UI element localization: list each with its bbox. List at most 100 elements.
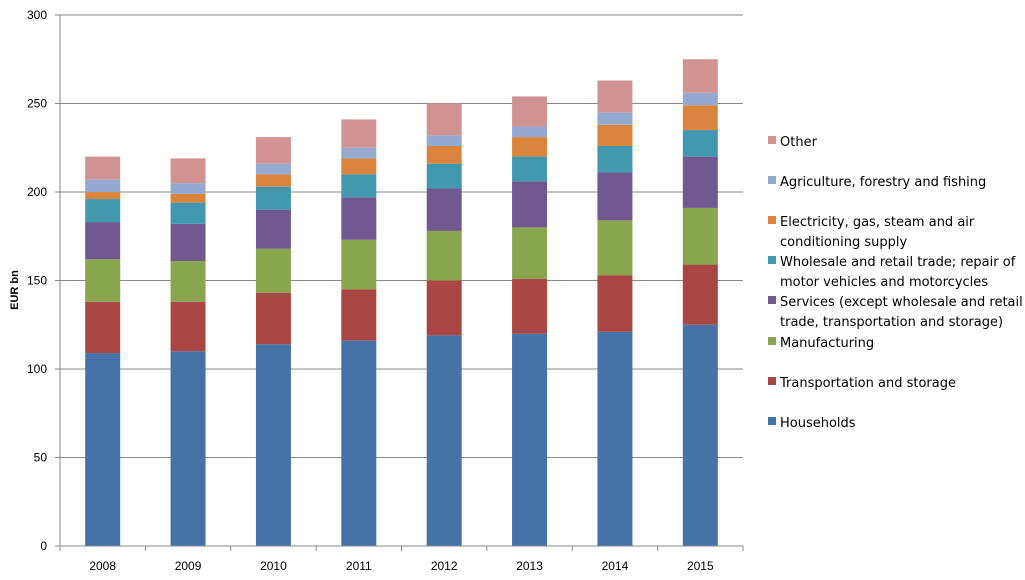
legend-swatch [768,136,776,144]
bar-segment-services-except-wholesale-and-retail-trade-transportation-and-storage-2009 [170,223,206,262]
y-tick-label: 300 [27,8,47,22]
bar-segment-manufacturing-2015 [682,207,718,265]
legend-label: Other [780,135,818,150]
bar-segment-transportation-and-storage-2008 [85,301,121,354]
bar-segment-agriculture-forestry-and-fishing-2013 [512,126,548,138]
y-tick-label: 100 [27,362,47,376]
bar-segment-electricity-gas-steam-and-air-conditioning-supply-2015 [682,105,718,131]
bar-segment-other-2010 [255,137,291,164]
bar-segment-services-except-wholesale-and-retail-trade-transportation-and-storage-2010 [255,209,291,249]
y-tick-label: 150 [27,274,47,288]
bar-segment-services-except-wholesale-and-retail-trade-transportation-and-storage-2014 [597,172,633,221]
bar-segment-transportation-and-storage-2015 [682,264,718,325]
y-tick-label: 250 [27,97,47,111]
y-tick-label: 0 [40,539,47,553]
y-tick-labels: 0 50 100 150 200 250 300 [27,8,60,553]
legend-swatch [768,176,776,184]
bar-segment-households-2008 [85,353,121,546]
bar-segment-electricity-gas-steam-and-air-conditioning-supply-2012 [426,145,462,164]
legend-label: Services (except wholesale and retail [780,295,1023,310]
x-tick-labels: 2008 2009 2010 2011 2012 2013 2014 2015 [89,559,714,573]
bar-segment-households-2010 [255,344,291,546]
bar-segment-manufacturing-2014 [597,220,633,276]
bar-segment-households-2011 [341,340,377,546]
bar-segment-manufacturing-2010 [255,248,291,293]
legend-label: Manufacturing [780,336,874,351]
legend-label: Agriculture, forestry and fishing [780,175,986,190]
bar-segment-manufacturing-2009 [170,261,206,302]
bar-segment-electricity-gas-steam-and-air-conditioning-supply-2010 [255,174,291,187]
y-tick-label: 50 [34,451,48,465]
bar-segment-wholesale-and-retail-trade-repair-of-motor-vehicles-and-motorcycles-2008 [85,199,121,223]
legend-swatch [768,296,776,304]
bar-segment-agriculture-forestry-and-fishing-2009 [170,183,206,194]
x-tick-label: 2010 [260,559,287,573]
legend: Other Agriculture, forestry and fishing El… [768,135,1023,431]
bar-segment-wholesale-and-retail-trade-repair-of-motor-vehicles-and-motorcycles-2014 [597,145,633,173]
legend-label: Wholesale and retail trade; repair of [780,255,1016,270]
bar-segment-electricity-gas-steam-and-air-conditioning-supply-2008 [85,192,121,200]
bar-segment-wholesale-and-retail-trade-repair-of-motor-vehicles-and-motorcycles-2012 [426,163,462,189]
bar-segment-agriculture-forestry-and-fishing-2011 [341,147,377,159]
x-tick-label: 2015 [687,559,714,573]
bar-segment-services-except-wholesale-and-retail-trade-transportation-and-storage-2011 [341,197,377,240]
bar-segment-manufacturing-2011 [341,239,377,290]
legend-label: Households [780,416,856,431]
bar-segment-services-except-wholesale-and-retail-trade-transportation-and-storage-2015 [682,156,718,208]
bar-segment-transportation-and-storage-2014 [597,275,633,332]
legend-swatch [768,337,776,345]
bar-segment-other-2013 [512,96,548,127]
legend-label: motor vehicles and motorcycles [780,275,988,290]
bar-segment-manufacturing-2012 [426,230,462,281]
bar-segment-other-2015 [682,59,718,93]
legend-label: trade, transportation and storage) [780,315,1003,330]
bar-segment-transportation-and-storage-2012 [426,280,462,336]
x-tick-label: 2013 [516,559,543,573]
legend-swatch [768,417,776,425]
bar-segment-households-2014 [597,331,633,546]
axes [59,15,744,551]
x-tick-label: 2008 [89,559,116,573]
legend-label: Transportation and storage [779,376,956,391]
y-axis-label: EUR bn [9,270,21,310]
bar-segment-services-except-wholesale-and-retail-trade-transportation-and-storage-2013 [512,181,548,228]
x-tick-label: 2009 [175,559,202,573]
x-tick-label: 2011 [346,559,372,573]
bar-segment-agriculture-forestry-and-fishing-2012 [426,135,462,146]
bar-segment-agriculture-forestry-and-fishing-2015 [682,92,718,106]
bar-segment-transportation-and-storage-2010 [255,292,291,345]
legend-swatch [768,256,776,264]
bar-segment-manufacturing-2013 [512,227,548,279]
bar-segment-agriculture-forestry-and-fishing-2008 [85,179,121,192]
legend-swatch [768,377,776,385]
bar-segment-other-2009 [170,158,206,184]
bar-segment-wholesale-and-retail-trade-repair-of-motor-vehicles-and-motorcycles-2013 [512,156,548,182]
bar-segment-electricity-gas-steam-and-air-conditioning-supply-2014 [597,124,633,146]
bar-segment-other-2014 [597,80,633,113]
bar-segment-transportation-and-storage-2009 [170,301,206,352]
bar-segment-households-2009 [170,351,206,546]
bar-segment-electricity-gas-steam-and-air-conditioning-supply-2013 [512,137,548,157]
bar-segment-agriculture-forestry-and-fishing-2014 [597,112,633,125]
x-tick-label: 2014 [602,559,629,573]
bar-segment-transportation-and-storage-2013 [512,278,548,334]
bar-segment-manufacturing-2008 [85,259,121,302]
bar-segment-households-2013 [512,333,548,546]
bar-segment-agriculture-forestry-and-fishing-2010 [255,163,291,175]
gridlines [60,14,743,547]
legend-swatch [768,216,776,224]
bar-segment-households-2012 [426,335,462,546]
legend-label: conditioning supply [780,235,907,250]
bar-segment-services-except-wholesale-and-retail-trade-transportation-and-storage-2008 [85,222,121,260]
bar-segment-wholesale-and-retail-trade-repair-of-motor-vehicles-and-motorcycles-2010 [255,186,291,210]
bar-segment-other-2011 [341,119,377,148]
bar-segment-other-2008 [85,156,121,180]
bar-segment-transportation-and-storage-2011 [341,289,377,341]
y-tick-label: 200 [27,185,47,199]
bar-segment-electricity-gas-steam-and-air-conditioning-supply-2011 [341,158,377,175]
bar-segment-wholesale-and-retail-trade-repair-of-motor-vehicles-and-motorcycles-2009 [170,202,206,224]
x-tick-label: 2012 [431,559,458,573]
bar-segment-wholesale-and-retail-trade-repair-of-motor-vehicles-and-motorcycles-2011 [341,174,377,198]
bar-segment-other-2012 [426,103,462,136]
